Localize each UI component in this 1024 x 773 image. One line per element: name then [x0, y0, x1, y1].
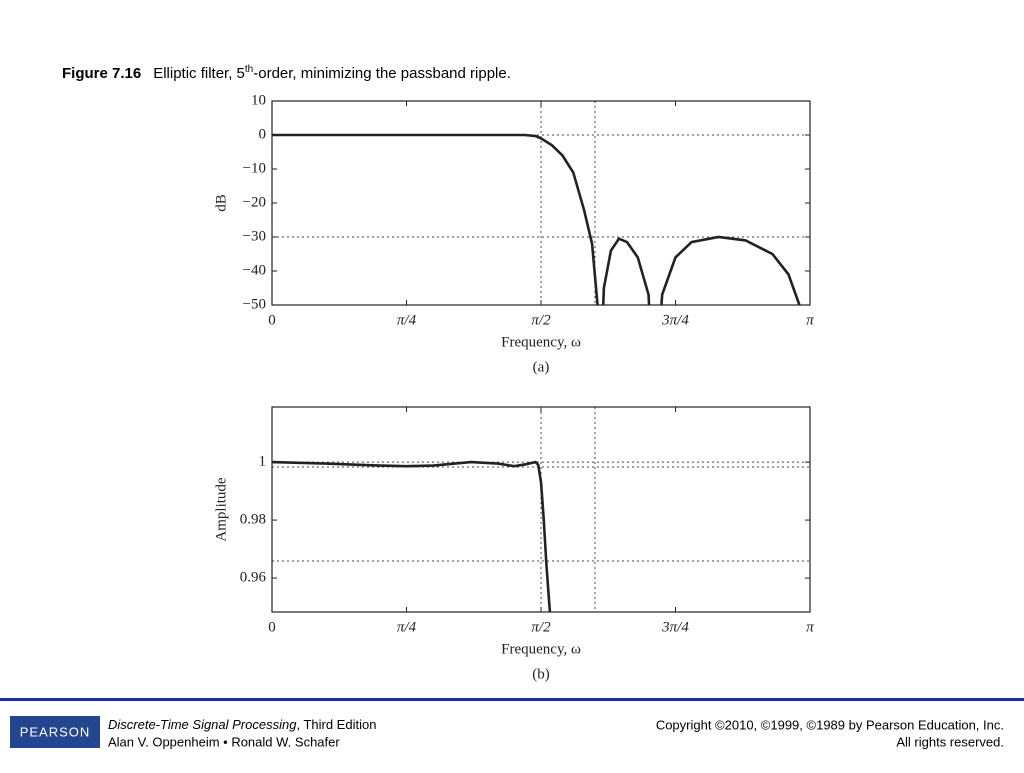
x-tick-label: 3π/4	[661, 312, 689, 328]
caption: Elliptic filter, 5	[153, 65, 245, 82]
x-tick-label: 3π/4	[661, 619, 689, 635]
y-tick-label: −20	[243, 194, 266, 210]
plot-frame	[271, 406, 811, 613]
caption-sup: th	[245, 64, 253, 75]
x-tick-label: π	[806, 312, 814, 328]
caption: (b)	[532, 666, 550, 682]
x-tick-label: 0	[268, 312, 276, 328]
logo-box	[10, 716, 100, 748]
slide-title: Figure 7.16 Elliptic filter, 5th-order, m…	[62, 64, 511, 82]
curve	[272, 133, 801, 305]
x-tick-label: 0	[268, 619, 276, 635]
rights: All rights reserved.	[896, 734, 1004, 749]
x-tick-label: π	[806, 619, 814, 635]
y-tick-label: 10	[251, 92, 266, 108]
y-tick-label: 1	[259, 454, 267, 470]
plot-frame	[271, 100, 811, 306]
footer-rule	[0, 698, 1024, 701]
copyright: Copyright ©2010, ©1999, ©1989 by Pearson…	[656, 717, 1004, 732]
x-tick-label: π/4	[397, 312, 417, 328]
x-tick-label: π/2	[531, 619, 551, 635]
book: Discrete-Time Signal Processing, Third E…	[108, 717, 376, 732]
logo: PEARSON	[20, 724, 91, 739]
caption: (a)	[533, 359, 550, 375]
x-tick-label: π/4	[397, 619, 417, 635]
book-title: Discrete-Time Signal Processing	[108, 717, 297, 732]
x-axis-label: Frequency, ω	[501, 641, 581, 657]
y-axis-label: dB	[213, 194, 229, 212]
book-edition: , Third Edition	[296, 717, 376, 732]
y-tick-label: 0.98	[240, 512, 266, 528]
authors: Alan V. Oppenheim • Ronald W. Schafer	[108, 734, 340, 749]
x-axis-label: Frequency, ω	[501, 334, 581, 350]
y-tick-label: −50	[243, 296, 266, 312]
caption: -order, minimizing the passband ripple.	[253, 65, 511, 82]
figure-label: Figure 7.16	[62, 65, 141, 82]
y-tick-label: −40	[243, 262, 266, 278]
y-tick-label: 0	[259, 126, 267, 142]
x-tick-label: π/2	[531, 312, 551, 328]
y-tick-label: 0.96	[240, 570, 267, 586]
y-tick-label: −30	[243, 228, 266, 244]
y-tick-label: −10	[243, 160, 266, 176]
curve	[272, 460, 552, 612]
y-axis-label: Amplitude	[213, 477, 229, 542]
